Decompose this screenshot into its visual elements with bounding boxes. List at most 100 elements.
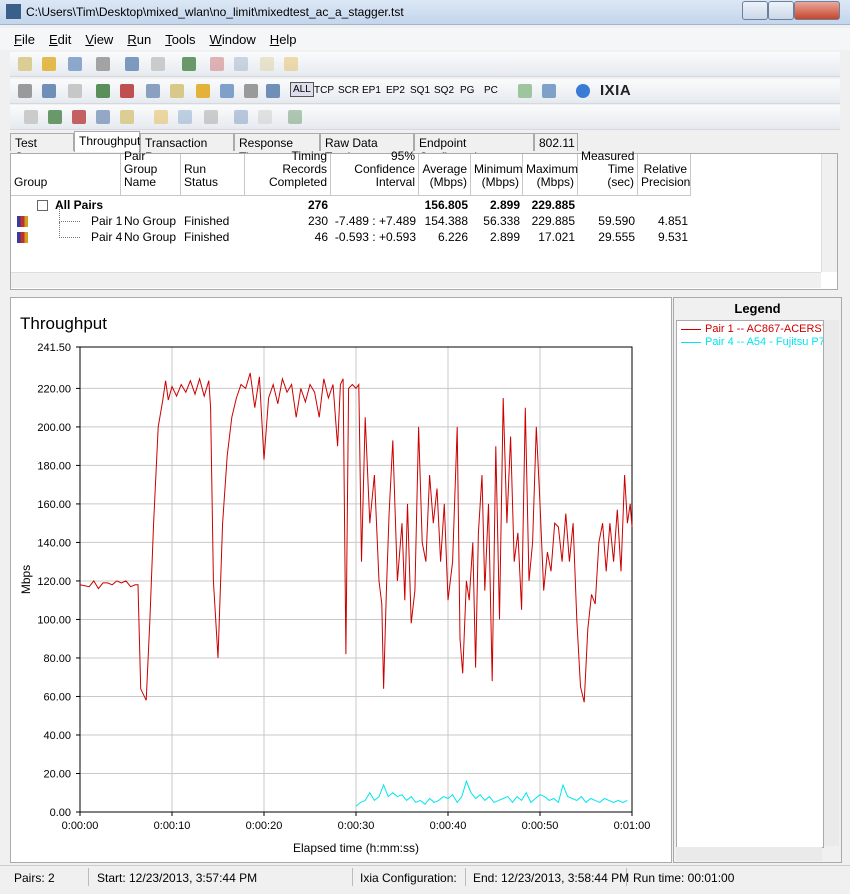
toolbar-button[interactable] xyxy=(146,84,160,98)
table-cell: 29.555 xyxy=(598,230,635,244)
toolbar-toggle[interactable]: TCP xyxy=(314,85,334,96)
column-header[interactable]: Relative Precision xyxy=(638,154,691,196)
y-tick-label: 140.00 xyxy=(37,537,71,549)
menu-item[interactable]: Edit xyxy=(48,32,72,47)
y-tick-label: 200.00 xyxy=(37,422,71,434)
table-cell: 154.388 xyxy=(424,214,468,228)
toolbar-button[interactable] xyxy=(196,84,210,98)
column-header[interactable]: Group xyxy=(11,154,121,196)
toolbar-button[interactable] xyxy=(18,84,32,98)
toolbar-toggle[interactable]: PG xyxy=(460,85,475,96)
table-cell: Pair 4 xyxy=(91,230,123,244)
toolbar-button[interactable] xyxy=(284,57,298,71)
series-line xyxy=(79,372,633,703)
column-header[interactable]: Pair Group Name xyxy=(121,150,181,196)
menu-item[interactable]: View xyxy=(85,32,114,47)
toolbar-button[interactable] xyxy=(96,57,110,71)
legend-swatch xyxy=(681,342,701,343)
column-header[interactable]: 95% Confidence Interval xyxy=(331,150,419,196)
legend-label: Pair 1 -- AC867-ACERS7 xyxy=(705,323,824,335)
toolbar-button[interactable] xyxy=(260,57,274,71)
toolbar-button[interactable] xyxy=(234,110,248,124)
y-tick-label: 241.50 xyxy=(37,342,71,354)
toolbar-button[interactable] xyxy=(576,84,590,98)
tab[interactable]: 802.11 xyxy=(534,133,578,151)
toolbar-button[interactable] xyxy=(42,84,56,98)
toolbar-button[interactable] xyxy=(220,84,234,98)
toolbar-button[interactable] xyxy=(288,110,302,124)
toolbar-toggle[interactable]: EP2 xyxy=(386,85,405,96)
toolbar-toggle[interactable]: EP1 xyxy=(362,85,381,96)
toolbar-button[interactable] xyxy=(151,57,165,71)
toolbar-button[interactable] xyxy=(542,84,556,98)
toolbar-button[interactable] xyxy=(24,110,38,124)
toolbar-toggle[interactable]: SQ1 xyxy=(410,85,431,96)
toolbar-button[interactable] xyxy=(68,57,82,71)
maximize-button[interactable] xyxy=(768,1,794,20)
vertical-scrollbar[interactable] xyxy=(821,154,837,272)
tab[interactable]: Throughput xyxy=(74,131,140,152)
tab[interactable]: Transaction Rate xyxy=(140,133,234,164)
tab[interactable]: Raw Data Totals xyxy=(320,133,414,164)
toolbar-button[interactable] xyxy=(125,57,139,71)
toolbar-button[interactable] xyxy=(518,84,532,98)
toolbar-button[interactable] xyxy=(42,57,56,71)
toolbar-button[interactable] xyxy=(178,110,192,124)
toolbar-toggle[interactable]: ALL xyxy=(290,82,314,97)
menu-item[interactable]: File xyxy=(14,32,35,47)
toolbar-button[interactable] xyxy=(48,110,62,124)
y-tick-label: 60.00 xyxy=(43,691,71,703)
vertical-scrollbar[interactable] xyxy=(824,320,839,846)
tab[interactable]: Test Setup xyxy=(10,133,74,164)
table-cell: 56.338 xyxy=(483,214,520,228)
x-tick-label: 0:00:00 xyxy=(62,820,99,832)
toolbar-button[interactable] xyxy=(120,84,134,98)
expand-toggle[interactable] xyxy=(37,200,48,211)
toolbar-toggle[interactable]: SQ2 xyxy=(434,85,455,96)
toolbar-button[interactable] xyxy=(234,57,248,71)
toolbar-button[interactable] xyxy=(154,110,168,124)
toolbar-toggle[interactable]: PC xyxy=(484,85,498,96)
toolbar-button[interactable] xyxy=(72,110,86,124)
ixia-logo: IXIA xyxy=(600,82,632,99)
toolbar-button[interactable] xyxy=(244,84,258,98)
menu-item[interactable]: Run xyxy=(127,32,152,47)
menu-item[interactable]: Window xyxy=(209,32,256,47)
column-header[interactable]: Measured Time (sec) xyxy=(578,150,638,196)
toolbar-button[interactable] xyxy=(182,57,196,71)
status-separator xyxy=(626,868,627,886)
column-header[interactable]: Average (Mbps) xyxy=(419,154,471,196)
table-cell: Finished xyxy=(184,214,230,228)
toolbar-button[interactable] xyxy=(170,84,184,98)
horizontal-scrollbar[interactable] xyxy=(11,272,821,288)
close-button[interactable] xyxy=(794,1,840,20)
toolbar-button[interactable] xyxy=(96,110,110,124)
toolbar-toggle[interactable]: SCR xyxy=(338,85,360,96)
toolbar-button[interactable] xyxy=(120,110,134,124)
legend-entry[interactable]: Pair 1 -- AC867-ACERS7 xyxy=(679,323,824,336)
toolbar-button[interactable] xyxy=(96,84,110,98)
toolbar-button[interactable] xyxy=(258,110,272,124)
toolbar-button[interactable] xyxy=(266,84,280,98)
legend-entry[interactable]: Pair 4 -- A54 - Fujitsu P71 xyxy=(679,336,823,349)
table-cell: -7.489 : +7.489 xyxy=(334,214,416,228)
table-cell: 229.885 xyxy=(531,198,575,212)
minimize-button[interactable] xyxy=(742,1,768,20)
horizontal-scrollbar[interactable] xyxy=(676,847,822,861)
column-header[interactable]: Maximum (Mbps) xyxy=(523,154,578,196)
tab[interactable]: Endpoint Configuration xyxy=(414,133,534,164)
column-header[interactable]: Minimum (Mbps) xyxy=(471,154,523,196)
chart-title: Throughput xyxy=(20,314,107,333)
menu-item[interactable]: Tools xyxy=(165,32,196,47)
toolbar-button[interactable] xyxy=(210,57,224,71)
y-tick-label: 80.00 xyxy=(43,653,71,665)
app-icon xyxy=(6,4,21,19)
toolbar-button[interactable] xyxy=(68,84,82,98)
y-tick-label: 20.00 xyxy=(43,768,71,780)
table-cell: 2.899 xyxy=(489,198,520,212)
toolbar-button[interactable] xyxy=(18,57,32,71)
column-header[interactable]: Run Status xyxy=(181,154,245,196)
column-header[interactable]: Timing Records Completed xyxy=(245,150,331,196)
menu-item[interactable]: Help xyxy=(269,32,297,47)
toolbar-button[interactable] xyxy=(204,110,218,124)
